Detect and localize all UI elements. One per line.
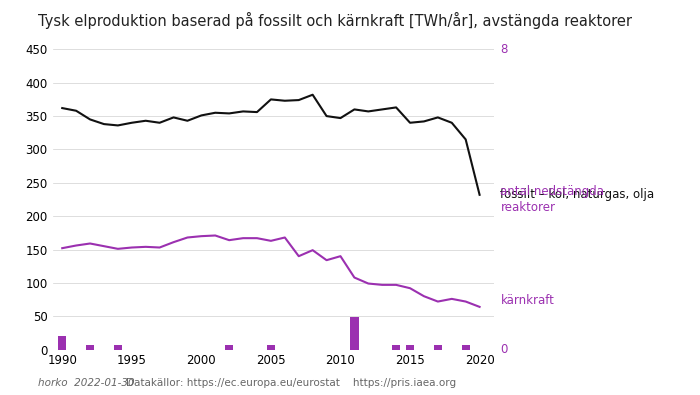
Bar — [113, 345, 122, 350]
Text: Datakällor: https://ec.europa.eu/eurostat    https://pris.iaea.org: Datakällor: https://ec.europa.eu/eurosta… — [126, 378, 456, 388]
Bar — [225, 345, 233, 350]
Text: horko  2022-01-30: horko 2022-01-30 — [38, 378, 135, 388]
Text: Tysk elproduktion baserad på fossilt och kärnkraft [TWh/år], avstängda reaktorer: Tysk elproduktion baserad på fossilt och… — [38, 12, 633, 29]
Bar — [406, 345, 414, 350]
Bar — [267, 345, 275, 350]
Text: 8: 8 — [500, 43, 508, 56]
Bar — [350, 317, 358, 350]
Bar — [86, 345, 94, 350]
Bar — [434, 345, 442, 350]
Bar — [392, 345, 400, 350]
Bar — [58, 335, 66, 350]
Text: fossilt – kol, naturgas, olja: fossilt – kol, naturgas, olja — [500, 188, 654, 201]
Text: 0: 0 — [500, 343, 508, 356]
Text: kärnkraft: kärnkraft — [500, 294, 554, 307]
Text: antal nedstängda
reaktorer: antal nedstängda reaktorer — [500, 185, 605, 214]
Bar — [461, 345, 470, 350]
